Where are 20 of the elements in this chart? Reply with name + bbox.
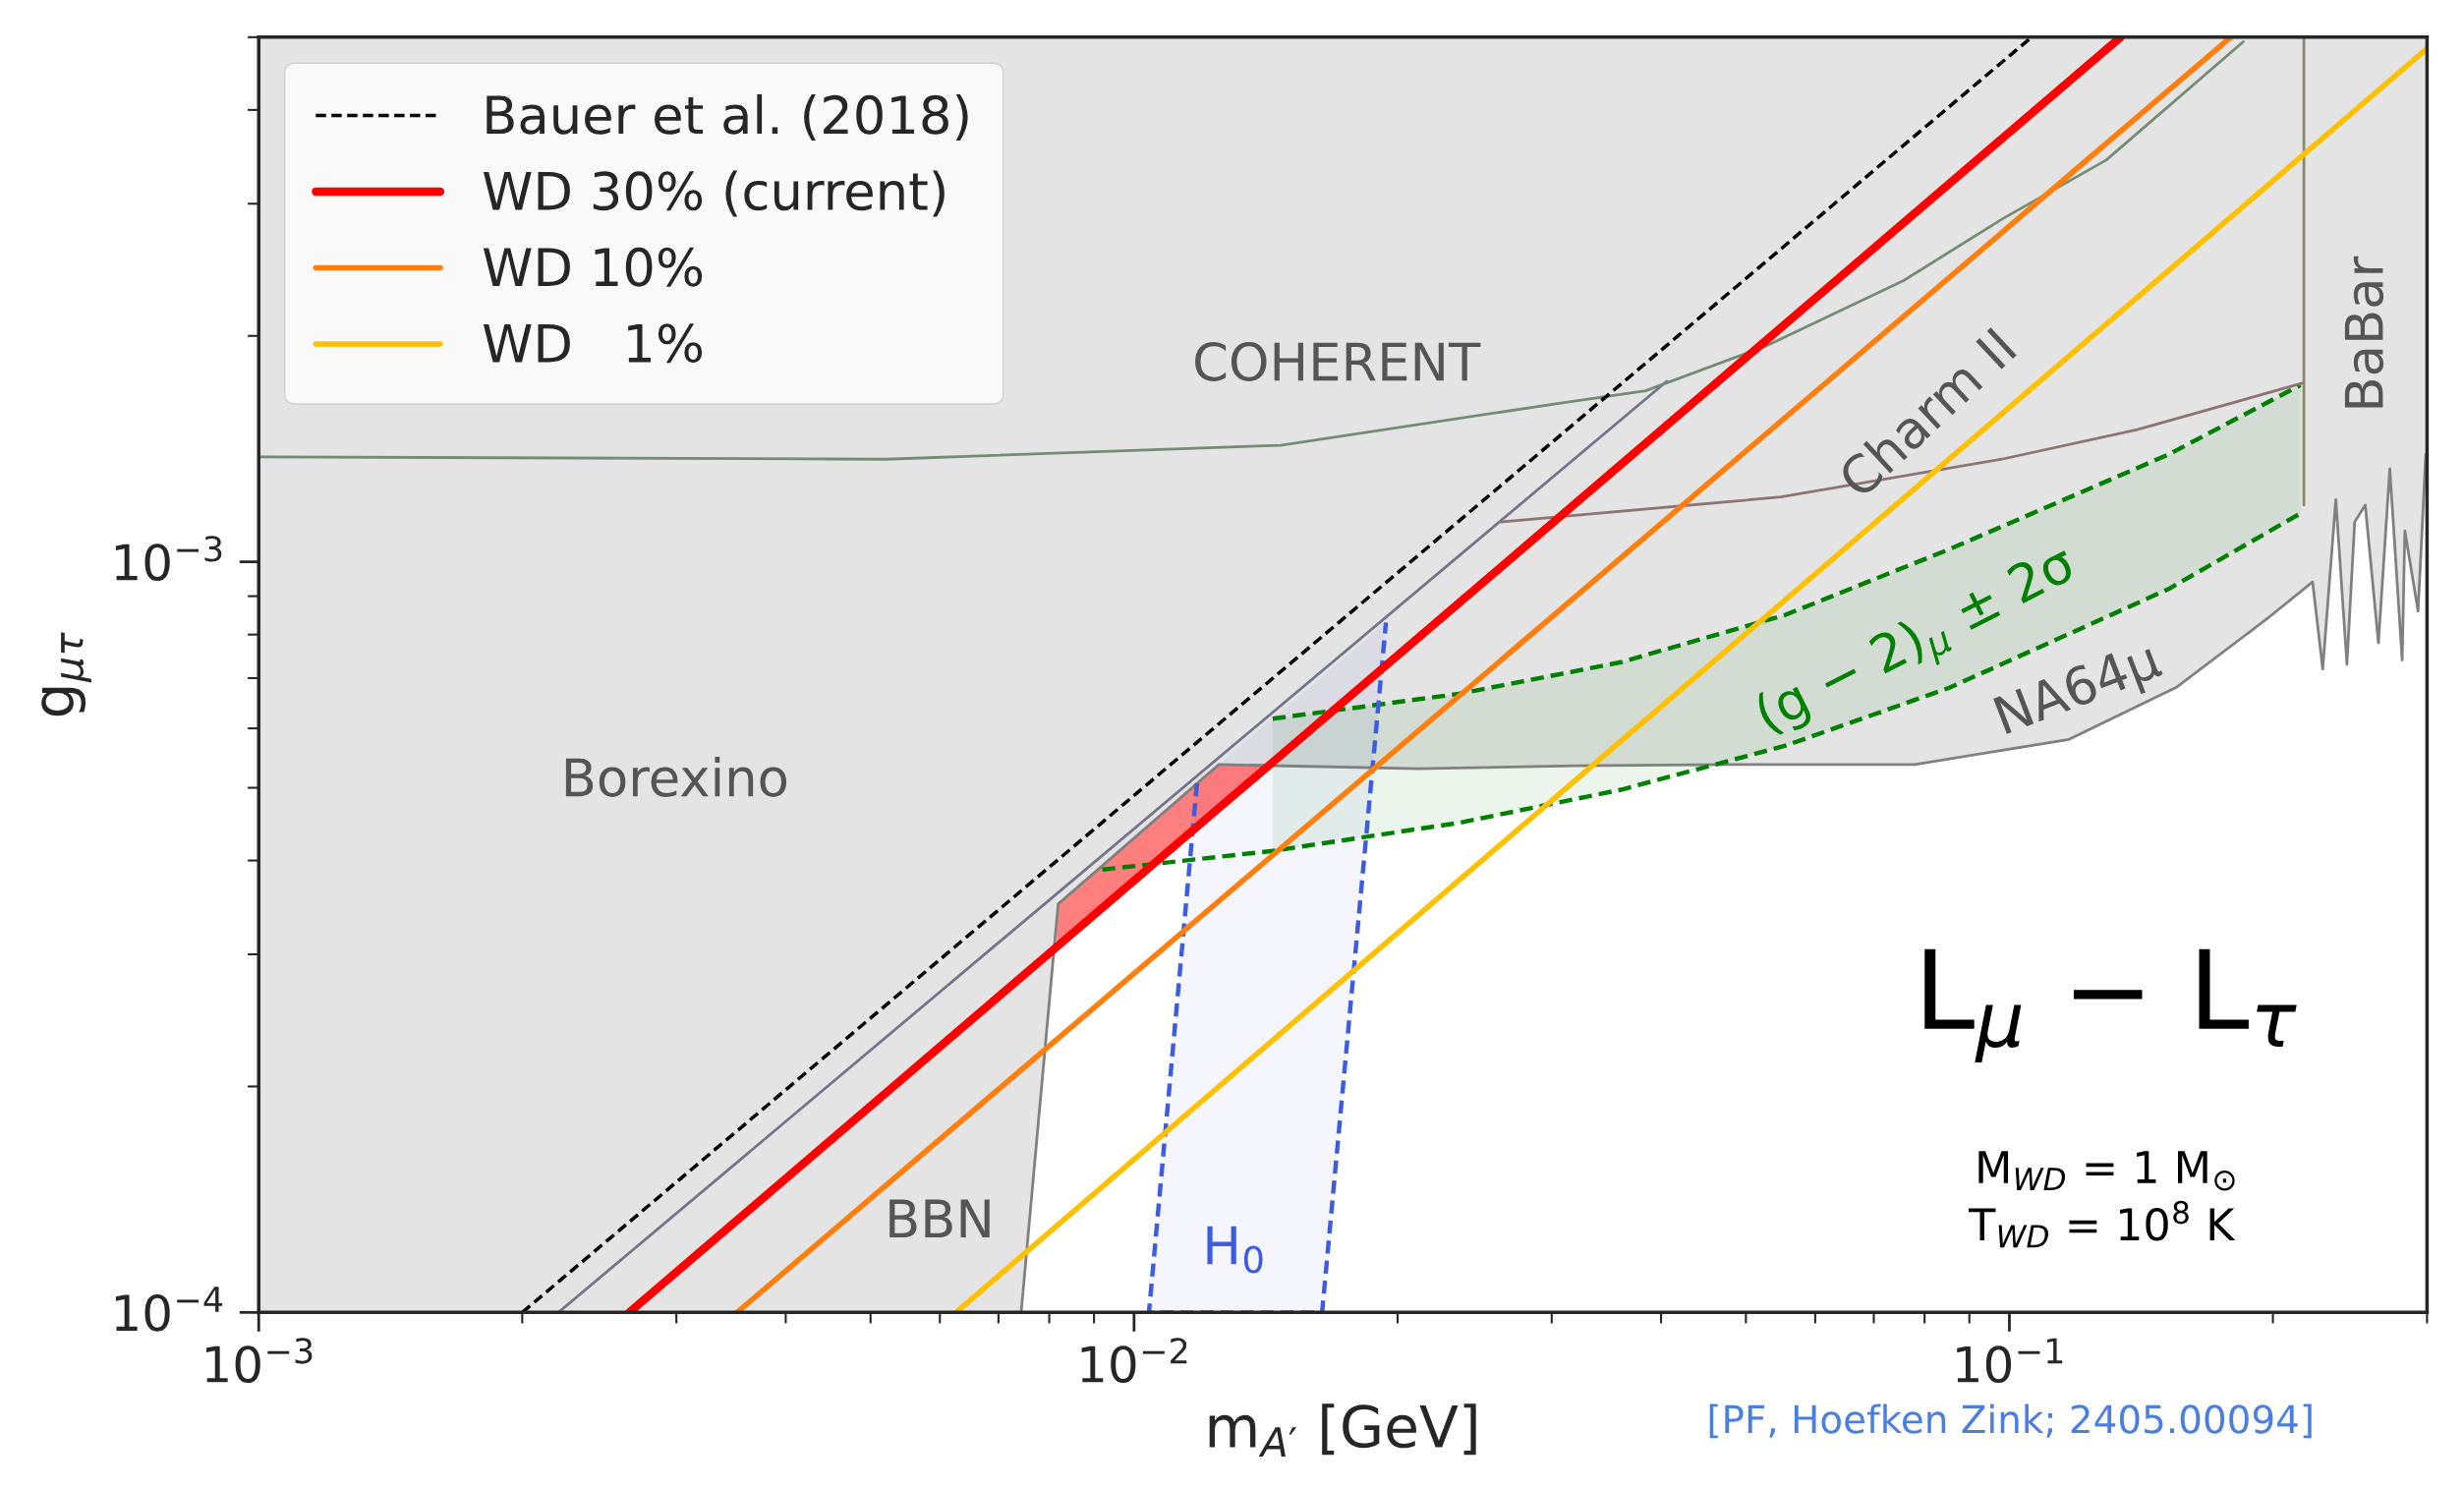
annotation: H$_{0}$ <box>1207 1226 1263 1274</box>
x-tick-label: 10$^{−1}$ <box>1957 1338 2063 1384</box>
legend-label: WD 1% <box>483 323 703 364</box>
annotation: COHERENT <box>1195 342 1481 381</box>
y-axis-title: g$_{μτ}$ <box>41 632 91 716</box>
y-tick-label: 10$^{−4}$ <box>115 1287 223 1332</box>
annotation: BaBar <box>2344 256 2384 408</box>
annotation: T$_{WD}$ = 10$^{8}$ K <box>1969 1200 2236 1248</box>
annotation: NA64μ <box>1992 638 2167 745</box>
annotation: M$_{WD}$ = 1 M$_{⊙}$ <box>1978 1151 2235 1191</box>
legend-label: WD 10% <box>483 247 703 287</box>
x-axis-title: m$_{A′}$ [GeV] <box>1209 1403 1476 1458</box>
legend-label: WD 30% (current) <box>483 170 945 217</box>
x-tick-label: 10$^{−2}$ <box>1081 1338 1187 1383</box>
annotation: Borexino <box>565 757 787 797</box>
annotation: BBN <box>889 1199 990 1238</box>
x-tick-label: 10$^{−3}$ <box>205 1338 313 1383</box>
text: [PF, Hoefken Zink; 2405.00094] <box>1709 1403 2312 1439</box>
annotation: L$_{μ}$ − L$_{τ}$ <box>1924 948 2297 1063</box>
legend-label: Bauer et al. (2018) <box>487 93 968 141</box>
